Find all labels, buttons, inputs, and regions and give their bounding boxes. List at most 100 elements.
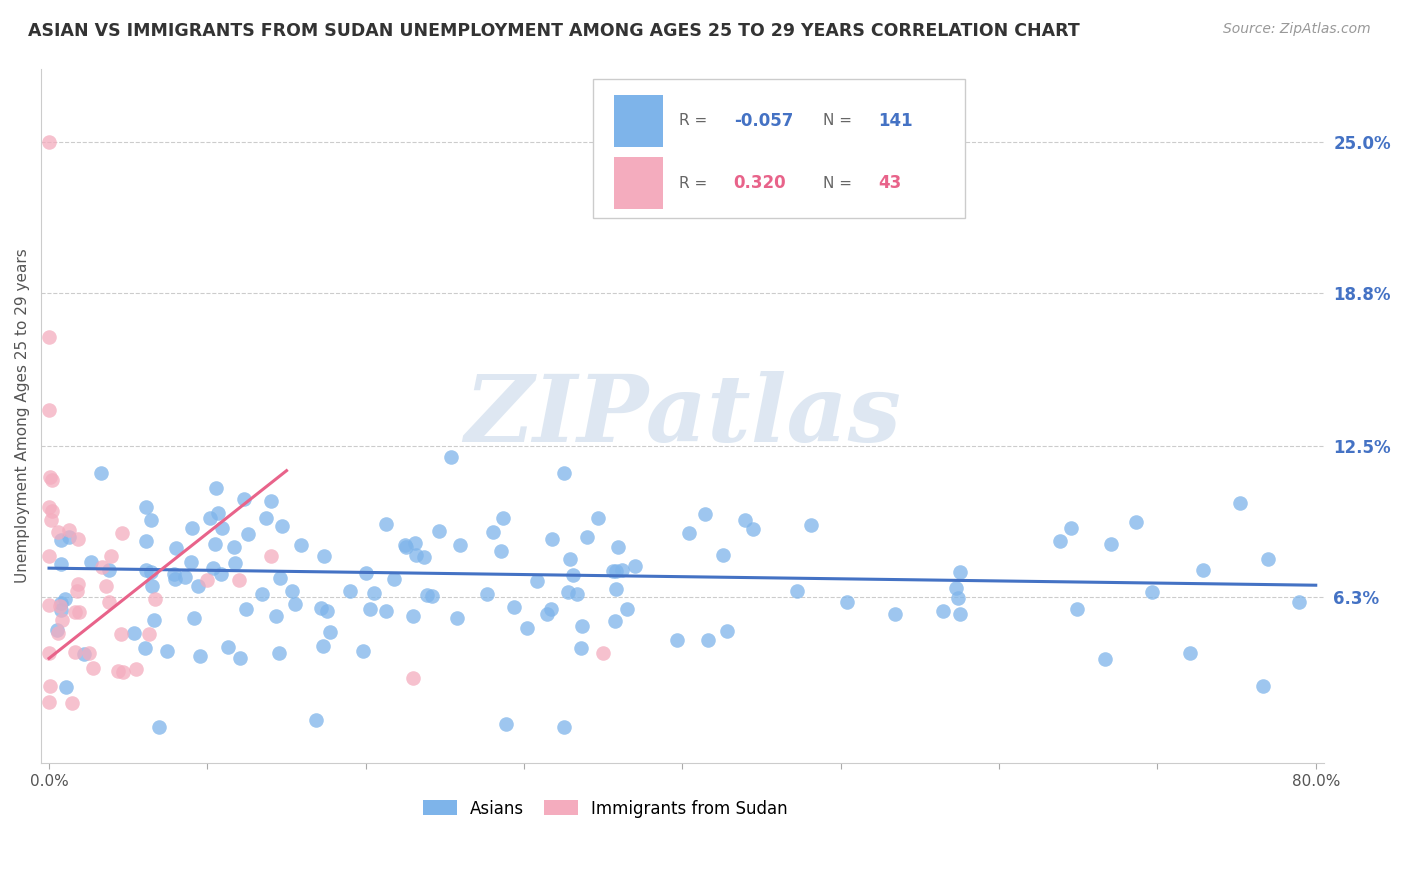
- Point: [734, 513, 756, 527]
- Point: [165, 572, 187, 586]
- Point: [318, 624, 340, 639]
- Point: [180, 555, 202, 569]
- Point: [205, 481, 228, 495]
- Point: [449, 538, 471, 552]
- Point: [884, 607, 907, 622]
- Point: [374, 604, 396, 618]
- Point: [932, 604, 955, 618]
- Point: [55, 680, 77, 694]
- Point: [569, 641, 592, 656]
- Point: [41, 513, 63, 527]
- Point: [125, 663, 148, 677]
- Point: [256, 511, 278, 525]
- Text: ZIPatlas: ZIPatlas: [464, 371, 901, 461]
- Point: [63, 606, 86, 620]
- Point: [607, 540, 630, 554]
- Point: [122, 626, 145, 640]
- Point: [309, 600, 332, 615]
- Point: [495, 717, 517, 731]
- Point: [135, 563, 157, 577]
- Point: [269, 647, 291, 661]
- Point: [557, 585, 579, 599]
- Text: N =: N =: [824, 176, 852, 191]
- Point: [1066, 602, 1088, 616]
- Point: [363, 586, 385, 600]
- Point: [446, 611, 468, 625]
- Point: [623, 559, 645, 574]
- Point: [73, 647, 96, 661]
- Point: [46, 524, 69, 539]
- Point: [1192, 563, 1215, 577]
- Point: [503, 599, 526, 614]
- Point: [949, 607, 972, 621]
- Point: [112, 665, 135, 679]
- Point: [39, 470, 62, 484]
- Point: [492, 510, 515, 524]
- Point: [188, 649, 211, 664]
- Point: [482, 525, 505, 540]
- Point: [49, 596, 72, 610]
- Point: [51, 533, 73, 548]
- Point: [716, 624, 738, 638]
- Point: [260, 494, 283, 508]
- Point: [354, 566, 377, 581]
- Point: [576, 530, 599, 544]
- Point: [67, 532, 90, 546]
- Point: [352, 644, 374, 658]
- Point: [90, 467, 112, 481]
- Point: [60, 696, 83, 710]
- Point: [602, 564, 624, 578]
- Point: [1094, 652, 1116, 666]
- Point: [382, 572, 405, 586]
- Point: [195, 574, 218, 588]
- Point: [315, 605, 337, 619]
- Point: [209, 566, 232, 581]
- Point: [174, 570, 197, 584]
- Point: [427, 524, 450, 539]
- Point: [284, 598, 307, 612]
- Point: [516, 621, 538, 635]
- Point: [946, 591, 969, 605]
- Point: [786, 583, 808, 598]
- Point: [235, 601, 257, 615]
- Point: [693, 507, 716, 521]
- Point: [110, 626, 132, 640]
- Point: [540, 602, 562, 616]
- Point: [339, 584, 361, 599]
- Point: [41, 473, 63, 487]
- FancyBboxPatch shape: [592, 78, 965, 218]
- Point: [204, 537, 226, 551]
- Point: [79, 555, 101, 569]
- Point: [41, 504, 63, 518]
- Point: [38, 135, 60, 149]
- Point: [211, 521, 233, 535]
- Point: [260, 549, 283, 563]
- Point: [404, 535, 426, 549]
- Point: [228, 650, 250, 665]
- Point: [1060, 520, 1083, 534]
- Point: [38, 402, 60, 417]
- Text: 43: 43: [879, 174, 901, 192]
- Point: [305, 713, 328, 727]
- Point: [1229, 496, 1251, 510]
- Point: [605, 614, 627, 628]
- Point: [38, 329, 60, 343]
- Text: R =: R =: [679, 113, 707, 128]
- Point: [67, 576, 90, 591]
- Point: [270, 519, 292, 533]
- Point: [553, 467, 575, 481]
- Point: [58, 530, 80, 544]
- Point: [742, 523, 765, 537]
- Point: [222, 541, 245, 555]
- Point: [422, 590, 444, 604]
- Point: [1178, 646, 1201, 660]
- Point: [374, 516, 396, 531]
- Point: [238, 527, 260, 541]
- Point: [100, 549, 122, 563]
- Point: [1140, 585, 1163, 599]
- Point: [65, 644, 87, 658]
- Point: [835, 595, 858, 609]
- Point: [264, 608, 287, 623]
- Point: [489, 544, 512, 558]
- Point: [141, 579, 163, 593]
